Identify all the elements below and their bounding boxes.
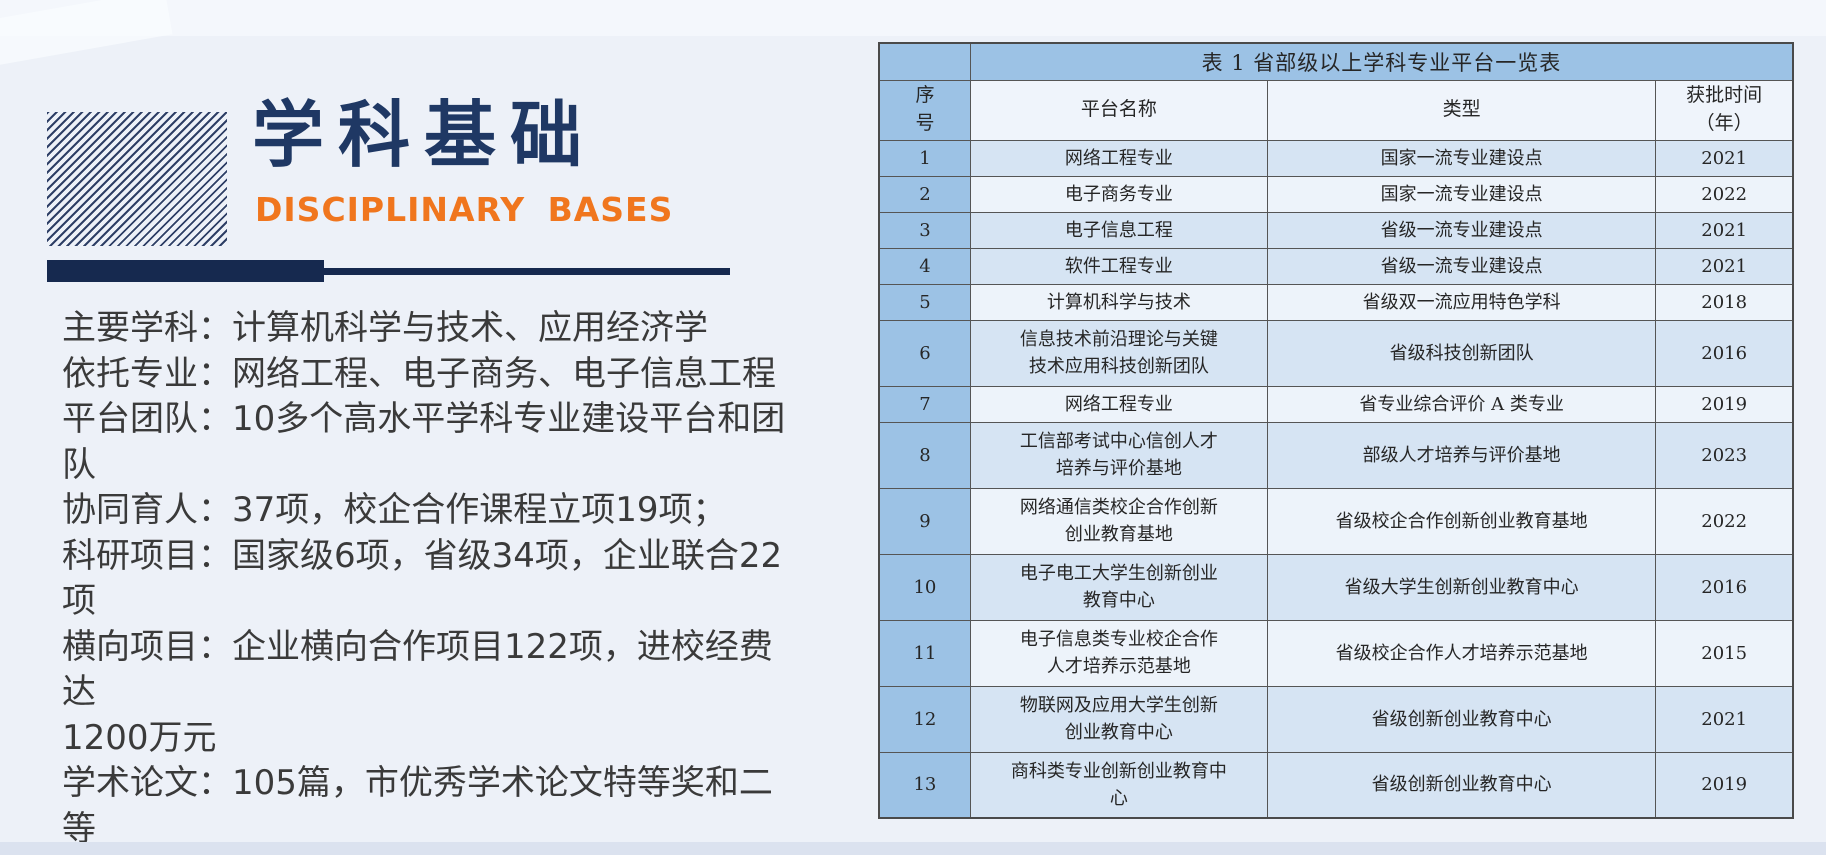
table-row: 3 电子信息工程 省级一流专业建设点 2021 xyxy=(878,211,1794,249)
table-row: 9 网络通信类校企合作创新 创业教育基地 省级校企合作创新创业教育基地 2022 xyxy=(878,487,1794,555)
cell-name: 电子商务专业 xyxy=(969,175,1268,213)
cell-no: 9 xyxy=(878,487,971,555)
info-line: 科研项目：国家级6项，省级34项，企业联合22项 xyxy=(62,535,783,622)
cell-type: 省级一流专业建设点 xyxy=(1266,211,1657,249)
cell-year: 2016 xyxy=(1655,319,1794,387)
platform-table: 表 1 省部级以上学科专业平台一览表 序 号 平台名称 类型 获批时间 （年） … xyxy=(878,42,1794,819)
cell-no: 5 xyxy=(878,283,971,321)
top-band xyxy=(0,0,1826,36)
column-header-year: 获批时间 （年） xyxy=(1655,79,1794,141)
info-line: 依托专业：网络工程、电子商务、电子信息工程 xyxy=(62,353,776,394)
cell-name: 工信部考试中心信创人才 培养与评价基地 xyxy=(969,421,1268,489)
cell-year: 2021 xyxy=(1655,139,1794,177)
info-line: 协同育人：37项，校企合作课程立项19项； xyxy=(62,490,727,530)
table-row: 6 信息技术前沿理论与关键 技术应用科技创新团队 省级科技创新团队 2016 xyxy=(878,319,1794,387)
info-line: 平台团队：10多个高水平学科专业建设平台和团队 xyxy=(62,399,786,485)
page-subtitle: DISCIPLINARY BASES xyxy=(255,190,674,229)
info-line: 主要学科：计算机科学与技术、应用经济学 xyxy=(62,308,708,348)
column-header-name: 平台名称 xyxy=(969,79,1268,141)
table-row: 13 商科类专业创新创业教育中 心省级创新创业教育中心 2019 xyxy=(878,751,1794,819)
cell-name: 软件工程专业 xyxy=(969,247,1268,285)
cell-type: 省级创新创业教育中心 xyxy=(1266,751,1657,819)
table-title-corner-cell xyxy=(878,42,971,81)
cell-year: 2022 xyxy=(1655,175,1794,213)
bottom-band xyxy=(0,842,1826,855)
divider xyxy=(47,260,730,282)
cell-year: 2021 xyxy=(1655,685,1794,753)
cell-no: 12 xyxy=(878,685,971,753)
cell-year: 2022 xyxy=(1655,487,1794,555)
cell-type: 省级大学生创新创业教育中心 xyxy=(1266,553,1657,621)
cell-type: 国家一流专业建设点 xyxy=(1266,139,1657,177)
cell-year: 2023 xyxy=(1655,421,1794,489)
cell-year: 2021 xyxy=(1655,211,1794,249)
divider-thin-segment xyxy=(324,267,730,275)
cell-no: 13 xyxy=(878,751,971,819)
table-row: 4 软件工程专业 省级一流专业建设点 2021 xyxy=(878,247,1794,285)
divider-thick-segment xyxy=(47,260,324,282)
cell-type: 部级人才培养与评价基地 xyxy=(1266,421,1657,489)
cell-type: 省级一流专业建设点 xyxy=(1266,247,1657,285)
table-row: 11 电子信息类专业校企合作 人才培养示范基地 省级校企合作人才培养示范基地 2015 xyxy=(878,619,1794,687)
cell-type: 省级创新创业教育中心 xyxy=(1266,685,1657,753)
cell-year: 2015 xyxy=(1655,619,1794,687)
platform-table-grid: 表 1 省部级以上学科专业平台一览表 序 号 平台名称 类型 获批时间 （年） … xyxy=(878,42,1794,819)
cell-name: 电子信息类专业校企合作 人才培养示范基地 xyxy=(969,619,1268,687)
cell-name: 网络通信类校企合作创新 创业教育基地 xyxy=(969,487,1268,555)
table-row: 1 网络工程专业 国家一流专业建设点 2021 xyxy=(878,139,1794,177)
table-row: 10 电子电工大学生创新创业 教育中心 省级大学生创新创业教育中心 2016 xyxy=(878,553,1794,621)
cell-name: 物联网及应用大学生创新 创业教育中心 xyxy=(969,685,1268,753)
table-row: 12 物联网及应用大学生创新 创业教育中心 省级创新创业教育中心 2021 xyxy=(878,685,1794,753)
table-title: 表 1 省部级以上学科专业平台一览表 xyxy=(969,42,1794,81)
cell-type: 省级科技创新团队 xyxy=(1266,319,1657,387)
cell-type: 省级校企合作创新创业教育基地 xyxy=(1266,487,1657,555)
cell-name: 信息技术前沿理论与关键 技术应用科技创新团队 xyxy=(969,319,1268,387)
table-row: 7 网络工程专业 省专业综合评价 A 类专业 2019 xyxy=(878,385,1794,423)
table-header-row: 序 号 平台名称 类型 获批时间 （年） xyxy=(878,79,1794,141)
info-line: 横向项目：企业横向合作项目122项，进校经费达 1200万元 xyxy=(62,626,773,758)
cell-no: 10 xyxy=(878,553,971,621)
page-title: 学科基础 xyxy=(252,93,597,177)
table-row: 5 计算机科学与技术 省级双一流应用特色学科 2018 xyxy=(878,283,1794,321)
cell-no: 7 xyxy=(878,385,971,423)
table-title-row: 表 1 省部级以上学科专业平台一览表 xyxy=(878,42,1794,81)
table-row: 2 电子商务专业 国家一流专业建设点 2022 xyxy=(878,175,1794,213)
cell-no: 8 xyxy=(878,421,971,489)
cell-name: 计算机科学与技术 xyxy=(969,283,1268,321)
cell-type: 国家一流专业建设点 xyxy=(1266,175,1657,213)
cell-year: 2021 xyxy=(1655,247,1794,285)
info-line: 学术论文：105篇，市优秀学术论文特等奖和二等 奖各1项 xyxy=(62,763,773,855)
cell-name: 网络工程专业 xyxy=(969,139,1268,177)
cell-no: 6 xyxy=(878,319,971,387)
cell-no: 3 xyxy=(878,211,971,249)
cell-type: 省级校企合作人才培养示范基地 xyxy=(1266,619,1657,687)
column-header-no: 序 号 xyxy=(878,79,971,141)
cell-year: 2019 xyxy=(1655,385,1794,423)
cell-no: 2 xyxy=(878,175,971,213)
cell-no: 4 xyxy=(878,247,971,285)
column-header-type: 类型 xyxy=(1266,79,1657,141)
cell-year: 2018 xyxy=(1655,283,1794,321)
cell-no: 1 xyxy=(878,139,971,177)
cell-year: 2019 xyxy=(1655,751,1794,819)
cell-no: 11 xyxy=(878,619,971,687)
cell-type: 省级双一流应用特色学科 xyxy=(1266,283,1657,321)
cell-year: 2016 xyxy=(1655,553,1794,621)
discipline-info-list: 主要学科：计算机科学与技术、应用经济学依托专业：网络工程、电子商务、电子信息工程… xyxy=(62,306,787,855)
table-row: 8 工信部考试中心信创人才 培养与评价基地 部级人才培养与评价基地 2023 xyxy=(878,421,1794,489)
cell-name: 网络工程专业 xyxy=(969,385,1268,423)
hatch-decoration xyxy=(47,112,227,246)
cell-type: 省专业综合评价 A 类专业 xyxy=(1266,385,1657,423)
cell-name: 商科类专业创新创业教育中 心 xyxy=(969,751,1268,819)
cell-name: 电子信息工程 xyxy=(969,211,1268,249)
cell-name: 电子电工大学生创新创业 教育中心 xyxy=(969,553,1268,621)
